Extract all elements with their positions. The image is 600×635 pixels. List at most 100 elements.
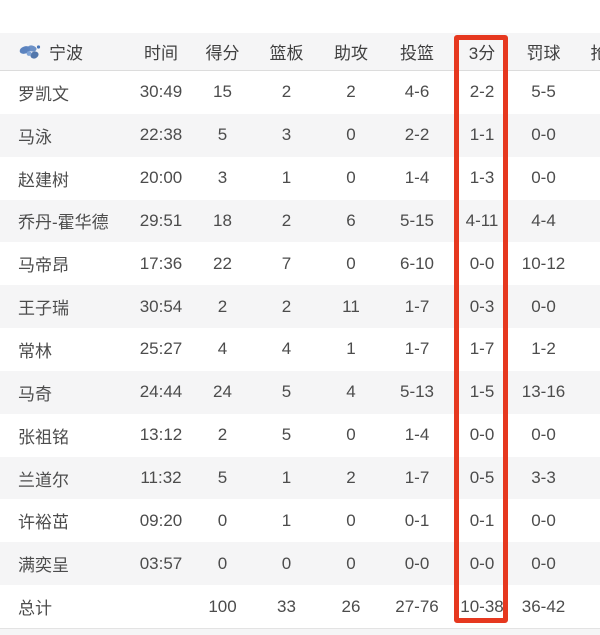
stat-fg: 1-4 [404,425,430,445]
stat-assists: 0 [346,425,356,445]
stat-time: 24:44 [139,382,183,402]
stat-three: 0-1 [469,510,495,530]
stat-rebounds: 3 [281,125,292,145]
table-row[interactable]: 满奕呈 03:57 0 0 0 0-0 0-0 0-0 [0,542,600,586]
player-name: 常林 [18,341,52,361]
table-row[interactable]: 常林 25:27 4 4 1 1-7 1-7 1-2 [0,328,600,371]
stat-points: 100 [208,596,237,616]
stat-rebounds: 5 [281,425,292,445]
stat-three: 10-38 [460,596,504,616]
team-logo-icon [19,44,41,59]
stat-three: 2-2 [469,82,495,102]
next-section-edge [0,627,600,635]
stat-three: 0-5 [469,468,495,488]
table-row[interactable]: 许裕茁 09:20 0 1 0 0-1 0-1 0-0 [0,499,600,543]
stat-rebounds: 5 [281,382,292,402]
table-row[interactable]: 赵建树 20:00 3 1 0 1-4 1-3 0-0 [0,156,600,200]
player-name: 满奕呈 [18,556,69,576]
stat-three: 1-5 [469,382,495,402]
stat-fg: 2-2 [404,125,430,145]
table-row[interactable]: 马奇 24:44 24 5 4 5-13 1-5 13-16 [0,370,600,414]
stat-rebounds: 2 [281,296,292,316]
column-header-rebounds: 篮板 [269,44,304,63]
stat-assists: 2 [346,82,356,102]
stat-rebounds: 33 [277,596,296,616]
player-name: 罗凯文 [18,84,69,104]
column-header-steals: 抢断 [590,44,600,63]
stat-fg: 0-0 [404,553,430,573]
stat-points: 5 [217,125,228,145]
stat-ft: 3-3 [531,468,556,488]
stat-ft: 0-0 [531,125,556,145]
table-header-row: 宁波 时间 得分 篮板 助攻 投篮 3分 罚球 抢断 [0,33,600,71]
stat-points: 18 [213,210,232,230]
stat-fg: 1-7 [404,296,430,316]
stat-assists: 26 [341,596,361,616]
stat-time: 13:12 [139,425,183,445]
stat-fg: 1-4 [404,168,430,188]
stat-ft: 1-2 [531,339,556,359]
stat-fg: 6-10 [399,253,435,273]
stat-time: 29:51 [139,210,183,230]
stat-time: 17:36 [139,253,183,273]
stat-points: 15 [213,82,232,102]
stat-ft: 0-0 [531,168,556,188]
stat-ft: 13-16 [521,382,566,402]
stat-points: 2 [217,296,228,316]
stat-time: 11:32 [140,468,182,488]
stat-fg: 5-15 [399,210,435,230]
stat-ft: 4-4 [531,210,556,230]
stat-assists: 4 [346,382,356,402]
player-name: 乔丹-霍华德 [18,213,109,233]
table-row[interactable]: 王子瑞 30:54 2 2 11 1-7 0-3 0-0 [0,285,600,329]
stat-points: 24 [213,382,232,402]
stat-three: 1-3 [469,168,495,188]
stat-ft: 36-42 [521,596,566,616]
stat-assists: 11 [342,296,360,316]
table-row[interactable]: 罗凯文 30:49 15 2 2 4-6 2-2 5-5 [0,71,600,114]
stat-ft: 10-12 [521,253,566,273]
player-name: 马帝昂 [18,256,69,276]
stat-assists: 0 [346,553,356,573]
stat-three: 0-0 [469,553,495,573]
stat-three: 4-11 [465,210,499,230]
stat-time: 03:57 [139,553,183,573]
stat-fg: 5-13 [399,382,435,402]
stat-time: 30:49 [139,82,183,102]
stat-fg: 4-6 [404,82,430,102]
player-name: 兰道尔 [18,470,69,490]
stat-points: 0 [217,510,228,530]
stat-points: 2 [217,425,228,445]
totals-row: 总计 100 33 26 27-76 10-38 36-42 [0,585,600,628]
table-row[interactable]: 兰道尔 11:32 5 1 2 1-7 0-5 3-3 [0,456,600,500]
stat-rebounds: 4 [281,339,292,359]
stat-ft: 0-0 [531,425,556,445]
team-name-label: 宁波 [49,44,83,63]
stat-rebounds: 1 [281,168,292,188]
stat-three: 0-0 [469,425,495,445]
top-spacer [0,0,600,33]
stat-three: 1-7 [469,339,495,359]
table-row[interactable]: 张祖铭 13:12 2 5 0 1-4 0-0 0-0 [0,413,600,457]
table-row[interactable]: 马帝昂 17:36 22 7 0 6-10 0-0 10-12 [0,242,600,286]
table-row[interactable]: 乔丹-霍华德 29:51 18 2 6 5-15 4-11 4-4 [0,199,600,243]
stat-fg: 27-76 [395,596,439,616]
player-name: 赵建树 [18,170,69,190]
table-row[interactable]: 马泳 22:38 5 3 0 2-2 1-1 0-0 [0,113,600,157]
stat-points: 0 [217,553,228,573]
stat-ft: 0-0 [531,553,556,573]
stat-assists: 6 [346,210,356,230]
team-header-cell: 宁波 [0,39,130,64]
stat-assists: 0 [346,510,356,530]
stat-rebounds: 2 [281,82,292,102]
stat-three: 0-0 [469,253,495,273]
stat-time: 30:54 [139,296,183,316]
stat-points: 4 [217,339,228,359]
player-name: 王子瑞 [18,299,69,319]
stat-time: 25:27 [139,339,183,359]
stat-fg: 1-7 [404,468,430,488]
stat-assists: 0 [346,253,356,273]
stat-fg: 1-7 [404,339,430,359]
stat-ft: 0-0 [531,296,556,316]
